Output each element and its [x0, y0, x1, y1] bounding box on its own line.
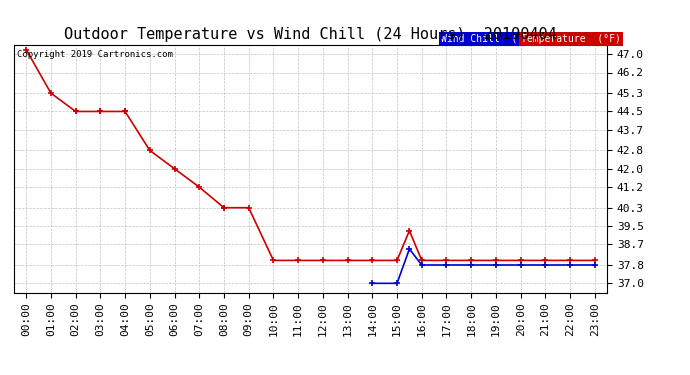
- Temperature  (°F): [541, 258, 549, 262]
- Wind Chill  (°F): [393, 281, 401, 286]
- Wind Chill  (°F): [467, 263, 475, 267]
- Temperature  (°F): [22, 47, 30, 52]
- Temperature  (°F): [591, 258, 599, 262]
- Temperature  (°F): [96, 109, 104, 114]
- Temperature  (°F): [244, 206, 253, 210]
- Temperature  (°F): [220, 206, 228, 210]
- Wind Chill  (°F): [405, 247, 413, 251]
- Wind Chill  (°F): [492, 263, 500, 267]
- Temperature  (°F): [517, 258, 525, 262]
- Line: Wind Chill  (°F): Wind Chill (°F): [370, 246, 598, 286]
- Temperature  (°F): [269, 258, 277, 262]
- Text: Copyright 2019 Cartronics.com: Copyright 2019 Cartronics.com: [17, 50, 172, 59]
- Temperature  (°F): [72, 109, 80, 114]
- Temperature  (°F): [294, 258, 302, 262]
- Temperature  (°F): [417, 258, 426, 262]
- Temperature  (°F): [170, 166, 179, 171]
- Wind Chill  (°F): [517, 263, 525, 267]
- Title: Outdoor Temperature vs Wind Chill (24 Hours)  20190404: Outdoor Temperature vs Wind Chill (24 Ho…: [64, 27, 557, 42]
- Temperature  (°F): [47, 91, 55, 95]
- Text: Wind Chill  (°F): Wind Chill (°F): [441, 34, 535, 44]
- Temperature  (°F): [121, 109, 129, 114]
- Wind Chill  (°F): [591, 263, 599, 267]
- Temperature  (°F): [96, 109, 104, 114]
- Temperature  (°F): [566, 258, 574, 262]
- Temperature  (°F): [467, 258, 475, 262]
- Temperature  (°F): [220, 206, 228, 210]
- Wind Chill  (°F): [368, 281, 377, 286]
- Temperature  (°F): [121, 109, 129, 114]
- Temperature  (°F): [393, 258, 401, 262]
- Temperature  (°F): [319, 258, 327, 262]
- Temperature  (°F): [405, 228, 413, 233]
- Wind Chill  (°F): [541, 263, 549, 267]
- Wind Chill  (°F): [566, 263, 574, 267]
- Temperature  (°F): [72, 109, 80, 114]
- Temperature  (°F): [146, 148, 154, 153]
- Text: Temperature  (°F): Temperature (°F): [521, 34, 621, 44]
- Temperature  (°F): [368, 258, 377, 262]
- Temperature  (°F): [492, 258, 500, 262]
- Wind Chill  (°F): [417, 263, 426, 267]
- Temperature  (°F): [442, 258, 451, 262]
- Line: Temperature  (°F): Temperature (°F): [23, 47, 598, 263]
- Temperature  (°F): [344, 258, 352, 262]
- Wind Chill  (°F): [442, 263, 451, 267]
- Temperature  (°F): [195, 185, 204, 189]
